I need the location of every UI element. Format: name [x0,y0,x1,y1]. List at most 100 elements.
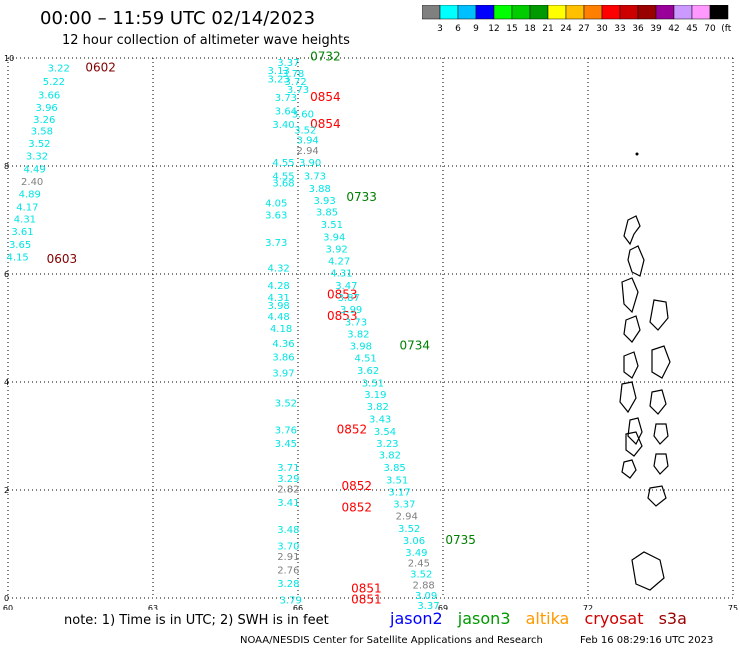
x-tick-label: 72 [583,604,593,610]
coastline-island [619,381,637,414]
wave-height-value: 3.62 [357,366,379,377]
x-tick-label: 60 [3,604,13,610]
legend-altika: altika [525,609,570,628]
wave-height-value: 3.98 [268,301,290,312]
coastline-island [623,215,641,246]
wave-height-value: 2.94 [396,512,418,523]
scale-swatch [709,5,729,20]
wave-height-value: 3.64 [275,107,297,118]
wave-height-value: 3.54 [374,427,396,438]
coastline-island [631,551,665,591]
coastline-island [623,351,639,379]
wave-height-value: 3.73 [304,172,326,183]
scale-label: 27 [578,24,589,34]
wave-height-value: 3.72 [284,77,306,88]
scale-label: 70 [704,24,716,34]
wave-height-value: 2.45 [408,559,430,570]
wave-height-value: 3.51 [321,220,343,231]
wave-height-value: 3.98 [350,342,372,353]
wave-height-value: 3.94 [297,135,319,146]
wave-height-value: 3.85 [384,463,406,474]
coastline-island [623,315,641,343]
wave-height-value: 3.45 [275,439,297,450]
scale-label: 36 [632,24,644,34]
scale-label: 9 [473,24,479,34]
wave-height-value: 4.17 [16,202,38,213]
scale-label: 30 [596,24,608,34]
wave-height-value: 4.05 [265,199,287,210]
pass-time-label: 0853 [327,287,358,301]
wave-height-value: 3.28 [277,579,299,590]
wave-height-value: 3.73 [265,238,287,249]
y-tick-label: 10 [4,54,14,63]
scale-label: 45 [686,24,697,34]
coastline-island [625,431,643,457]
wave-height-value: 4.31 [330,269,352,280]
wave-height-value: 3.09 [415,591,437,602]
legend-jason2: jason2 [390,609,443,628]
wave-height-value: 4.15 [7,253,29,264]
coastline-island [653,453,669,475]
wave-height-value: 3.87 [338,293,360,304]
wave-height-value: 3.40 [272,120,294,131]
y-tick-label: 4 [4,378,9,387]
pass-time-label: 0851 [351,592,382,606]
wave-height-value: 3.49 [405,548,427,559]
wave-height-value: 3.82 [367,402,389,413]
wave-height-value: 4.36 [272,339,294,350]
wave-height-value: 3.60 [292,109,314,120]
wave-height-value: 3.65 [9,240,31,251]
scale-label: 39 [650,24,662,34]
pass-time-label: 0735 [445,533,476,547]
wave-height-value: 3.23 [268,74,290,85]
wave-height-value: 4.55 [272,158,294,169]
pass-time-label: 0852 [342,501,373,515]
wave-height-value: 3.22 [48,64,70,75]
wave-height-value: 3.37 [277,58,299,69]
legend-jason3: jason3 [457,609,511,628]
chart-title: 00:00 – 11:59 UTC 02/14/2023 [40,8,316,29]
pass-time-label: 0854 [310,90,341,104]
pass-time-label: 0732 [310,50,341,64]
wave-height-value: 3.82 [347,330,369,341]
wave-height-value: 3.43 [369,415,391,426]
pass-time-label: 0734 [400,339,431,353]
pass-time-label: 0602 [85,61,116,75]
pass-time-label: 0603 [47,252,78,266]
wave-height-map: 60 63 66 69 72 7502468103.225.223.663.963.263… [3,50,738,610]
coastline-island [627,245,645,277]
wave-height-value: 4.18 [270,324,292,335]
wave-height-value: 3.73 [275,93,297,104]
pass-time-label: 0854 [310,117,341,131]
wave-height-value: 3.52 [398,524,420,535]
wave-height-value: 4.32 [268,263,290,274]
wave-height-value: 2.76 [277,566,299,577]
wave-height-value: 2.94 [297,146,319,157]
wave-height-value: 3.96 [36,103,58,114]
wave-height-value: 3.17 [388,487,410,498]
wave-height-value: 2.88 [413,580,435,591]
coastline-island [653,423,669,445]
wave-height-value: 4.28 [268,281,290,292]
footer-credit: NOAA/NESDIS Center for Satellite Applica… [240,635,543,646]
wave-height-value: 3.52 [28,139,50,150]
wave-height-value: 3.13 [268,66,290,77]
scale-label: 12 [488,24,499,34]
wave-height-value: 4.89 [19,189,41,200]
wave-height-value: 3.19 [364,390,386,401]
wave-height-value: 3.32 [26,152,48,163]
coastline-islet [635,152,639,156]
wave-height-value: 4.51 [355,353,377,364]
wave-height-value: 2.40 [21,177,43,188]
note-text: note: 1) Time is in UTC; 2) SWH is in fe… [64,613,329,628]
wave-height-value: 2.82 [277,485,299,496]
pass-time-label: 0733 [346,190,377,204]
scale-label: 6 [455,24,461,34]
legend-s3a: s3a [658,609,687,628]
scale-label: 33 [614,24,625,34]
wave-height-value: 3.73 [287,85,309,96]
wave-height-value: 4.27 [328,256,350,267]
coastline-island [647,485,667,507]
wave-height-value: 4.55 [272,172,294,183]
